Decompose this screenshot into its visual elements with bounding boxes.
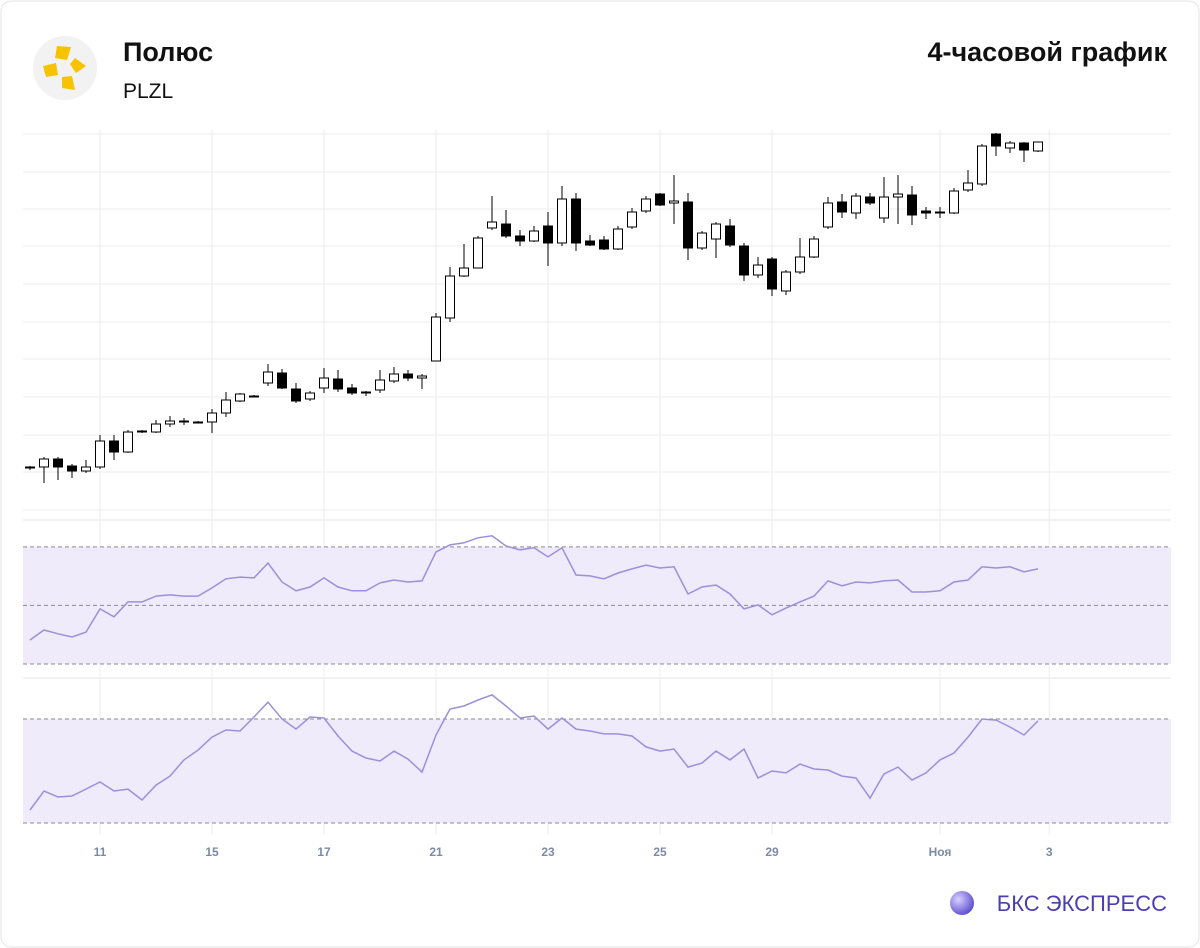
candle-body — [459, 267, 469, 277]
candle-body — [1005, 142, 1015, 149]
plot-area: 11 15 17 21 23 25 29 Ноя 3 — [23, 130, 1171, 859]
x-tick-label: 17 — [317, 845, 331, 859]
candle-body — [361, 391, 371, 394]
candle-body — [711, 223, 721, 240]
candle-body — [795, 256, 805, 273]
candle-body — [417, 375, 427, 379]
candle-body — [669, 200, 679, 204]
x-tick-label: 11 — [94, 845, 107, 859]
candle-body — [249, 395, 259, 398]
candle-body — [95, 440, 105, 468]
candle-body — [375, 379, 385, 391]
candle-body — [487, 221, 497, 229]
candle-body — [879, 196, 889, 219]
candle-body — [865, 196, 875, 204]
candle-body — [1033, 141, 1043, 152]
candle-body — [277, 372, 287, 389]
candle-body — [585, 240, 595, 246]
x-tick-label: 29 — [765, 845, 779, 859]
candle-body — [445, 275, 455, 319]
candle-body — [81, 466, 91, 472]
candle-body — [221, 399, 231, 414]
candle-body — [893, 193, 903, 198]
candle-body — [501, 223, 511, 237]
candle-body — [935, 211, 945, 214]
candle-body — [347, 387, 357, 394]
candle-body — [235, 393, 245, 402]
candle-body — [641, 198, 651, 212]
candle-body — [291, 388, 301, 402]
candle-body — [1019, 142, 1029, 151]
candle-body — [305, 392, 315, 400]
candle-body — [977, 145, 987, 185]
band — [23, 719, 1171, 824]
candle-body — [123, 431, 133, 453]
candle-body — [39, 458, 49, 468]
candle-body — [53, 458, 63, 468]
candle-body — [515, 235, 525, 242]
x-tick-label: 21 — [429, 845, 443, 859]
candle-body — [333, 378, 343, 390]
candle-body — [725, 225, 735, 246]
candle-body — [767, 258, 777, 290]
ticker: PLZL — [123, 80, 173, 103]
title: Полюс — [123, 37, 213, 67]
indicator-line — [29, 535, 1039, 641]
period: 4-часовой график — [927, 37, 1167, 67]
candle-body — [431, 316, 441, 362]
candle-body — [613, 228, 623, 250]
candle-body — [25, 466, 35, 469]
candle-body — [543, 225, 553, 244]
logo — [43, 46, 86, 90]
x-tick-label: 15 — [205, 845, 219, 859]
candle-body — [753, 264, 763, 276]
candle-body — [403, 373, 413, 379]
x-tick-label: Ноя — [929, 845, 952, 859]
candle-body — [165, 420, 175, 425]
candle-body — [109, 440, 119, 453]
candle-body — [949, 190, 959, 214]
candle-body — [781, 271, 791, 292]
logo-bg — [33, 36, 97, 100]
candle-body — [963, 182, 973, 191]
candle-body — [907, 194, 917, 216]
candle-body — [991, 133, 1001, 147]
x-tick-label: 23 — [541, 845, 555, 859]
candle-body — [151, 423, 161, 433]
candle-body — [739, 245, 749, 276]
brand: БКС ЭКСПРЕСС — [997, 891, 1167, 916]
candle-body — [823, 202, 833, 228]
candle-body — [319, 377, 329, 389]
candle-body — [655, 193, 665, 206]
candle-body — [599, 239, 609, 250]
candle-body — [683, 201, 693, 249]
candle-body — [207, 412, 217, 423]
x-tick-label: 3 — [1046, 845, 1053, 859]
x-tick-label: 25 — [653, 845, 667, 859]
candle-body — [557, 198, 567, 244]
candle-body — [697, 232, 707, 249]
candle-body — [837, 201, 847, 213]
candle-body — [137, 430, 147, 433]
brand-logo — [950, 891, 974, 915]
indicator-line — [29, 694, 1039, 811]
candle-body — [627, 211, 637, 228]
candle-body — [263, 371, 273, 384]
candle-body — [389, 373, 399, 382]
candle-body — [67, 465, 77, 472]
candle-body — [809, 238, 819, 258]
candle-body — [921, 210, 931, 214]
candle-body — [473, 237, 483, 269]
candle-body — [571, 198, 581, 244]
candle-body — [851, 195, 861, 214]
candle-body — [529, 230, 539, 242]
candle-body — [193, 421, 203, 424]
candle-body — [179, 420, 189, 423]
